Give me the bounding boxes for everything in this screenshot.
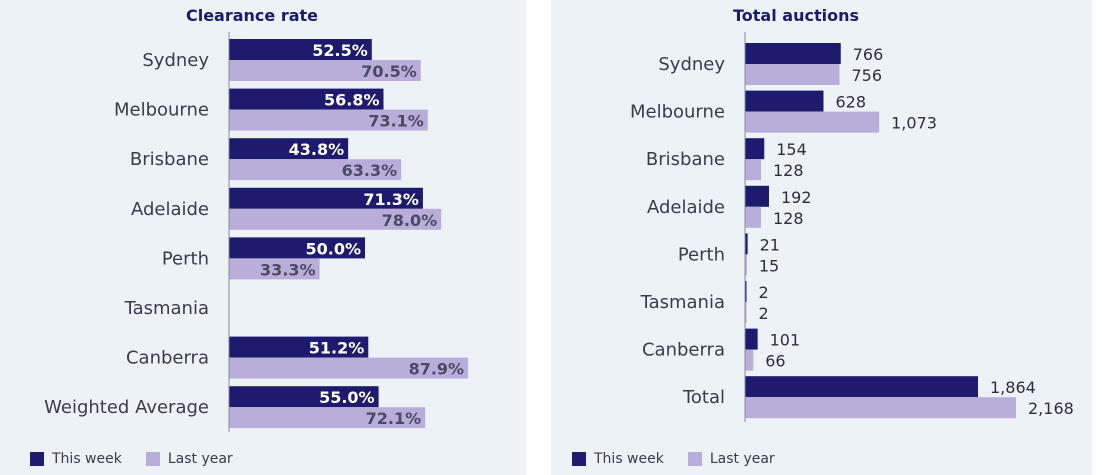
data-label-this-week-adelaide: 192	[781, 188, 812, 207]
bar-last-year-perth	[229, 258, 320, 280]
data-label-last-year-perth: 15	[759, 256, 779, 275]
bar-this-week-brisbane	[229, 138, 349, 160]
bar-this-week-perth	[229, 237, 365, 259]
bar-this-week-sydney	[745, 43, 841, 64]
data-label-last-year-canberra: 66	[765, 352, 785, 371]
data-label-last-year-adelaide: 128	[773, 209, 804, 228]
category-label-canberra: Canberra	[126, 348, 209, 369]
bar-last-year-adelaide	[745, 206, 761, 228]
bar-last-year-perth	[745, 254, 747, 276]
category-label-tasmania: Tasmania	[124, 298, 209, 319]
total-auctions-chart: Total auctions Sydney 766 756 Melbourne 628 1,…	[630, 6, 1074, 422]
data-label-last-year-weighted-average: 72.1%	[366, 409, 422, 428]
bar-last-year-brisbane	[745, 159, 761, 181]
data-label-this-week-weighted-average: 55.0%	[319, 388, 375, 407]
data-label-last-year-sydney: 70.5%	[361, 62, 417, 81]
bar-last-year-sydney	[229, 60, 421, 81]
category-label-total: Total	[682, 387, 725, 408]
data-label-this-week-canberra: 51.2%	[309, 339, 365, 358]
bar-last-year-sydney	[745, 64, 840, 85]
legend-swatch-last-year	[145, 452, 160, 466]
category-label-adelaide: Adelaide	[647, 197, 725, 218]
data-label-last-year-total: 2,168	[1028, 399, 1074, 418]
data-label-this-week-melbourne: 628	[836, 93, 867, 112]
bar-last-year-brisbane	[229, 159, 402, 181]
category-label-melbourne: Melbourne	[114, 100, 209, 121]
category-label-canberra: Canberra	[642, 340, 725, 361]
bar-this-week-brisbane	[745, 138, 765, 160]
bar-last-year-canberra	[229, 357, 469, 379]
bar-this-week-canberra	[229, 336, 369, 358]
data-label-last-year-tasmania: 2	[759, 304, 769, 323]
data-label-this-week-sydney: 766	[853, 45, 884, 64]
legend-swatch-last-year	[687, 452, 702, 466]
bar-last-year-melbourne	[745, 111, 880, 133]
bar-last-year-total	[745, 397, 1016, 419]
data-label-this-week-sydney: 52.5%	[312, 41, 368, 60]
bar-this-week-perth	[745, 233, 748, 255]
data-label-last-year-sydney: 756	[852, 66, 883, 85]
clearance-legend: This week Last year	[30, 451, 257, 467]
legend-item-this-week: This week	[30, 451, 122, 467]
category-label-adelaide: Adelaide	[131, 199, 209, 220]
data-label-last-year-perth: 33.3%	[260, 260, 316, 279]
category-label-brisbane: Brisbane	[130, 149, 209, 170]
data-label-this-week-brisbane: 154	[776, 140, 807, 159]
bar-last-year-adelaide	[229, 208, 442, 230]
bar-last-year-melbourne	[229, 109, 428, 131]
bar-this-week-canberra	[745, 328, 758, 350]
clearance-rate-panel: Clearance rate Sydney 52.5% 70.5% Melbourne 5…	[0, 0, 526, 475]
category-label-perth: Perth	[162, 248, 209, 269]
legend-item-last-year: Last year	[687, 451, 775, 467]
data-label-last-year-canberra: 87.9%	[409, 360, 465, 379]
bar-this-week-adelaide	[229, 187, 423, 209]
legend-label-this-week: This week	[52, 451, 122, 467]
category-label-melbourne: Melbourne	[630, 102, 725, 123]
category-label-weighted-average: Weighted Average	[44, 397, 209, 418]
data-label-last-year-melbourne: 73.1%	[368, 112, 424, 131]
data-label-this-week-perth: 21	[760, 235, 780, 254]
data-label-last-year-brisbane: 63.3%	[342, 161, 398, 180]
category-label-brisbane: Brisbane	[646, 149, 725, 170]
data-label-this-week-perth: 50.0%	[305, 239, 361, 258]
category-label-sydney: Sydney	[658, 54, 725, 75]
chart-title: Clearance rate	[186, 6, 318, 25]
data-label-this-week-total: 1,864	[990, 378, 1036, 397]
bar-this-week-adelaide	[745, 185, 769, 207]
data-label-last-year-adelaide: 78.0%	[382, 211, 438, 230]
data-label-last-year-melbourne: 1,073	[891, 114, 937, 133]
auctions-legend: This week Last year	[572, 451, 799, 467]
bar-this-week-melbourne	[229, 88, 384, 110]
total-auctions-panel: Total auctions Sydney 766 756 Melbourne 628 1,…	[551, 0, 1092, 475]
bar-last-year-canberra	[745, 349, 754, 371]
bar-this-week-melbourne	[745, 90, 824, 112]
legend-label-this-week: This week	[594, 451, 664, 467]
legend-item-last-year: Last year	[145, 451, 233, 467]
clearance-rate-chart: Clearance rate Sydney 52.5% 70.5% Melbourne 5…	[44, 6, 469, 432]
category-label-tasmania: Tasmania	[640, 292, 725, 313]
legend-item-this-week: This week	[572, 451, 664, 467]
bar-this-week-sydney	[229, 39, 372, 60]
data-label-this-week-melbourne: 56.8%	[324, 91, 380, 110]
data-label-this-week-adelaide: 71.3%	[363, 190, 419, 209]
category-label-perth: Perth	[678, 244, 725, 265]
bar-last-year-weighted-average	[229, 407, 426, 429]
legend-swatch-this-week	[572, 452, 586, 466]
data-label-this-week-canberra: 101	[770, 331, 801, 350]
legend-swatch-this-week	[30, 452, 44, 466]
category-label-sydney: Sydney	[142, 50, 209, 71]
bar-this-week-weighted-average	[229, 386, 379, 408]
data-label-last-year-brisbane: 128	[773, 161, 804, 180]
data-label-this-week-brisbane: 43.8%	[289, 140, 345, 159]
legend-label-last-year: Last year	[709, 451, 775, 467]
bar-this-week-total	[745, 376, 978, 398]
bar-last-year-tasmania	[745, 302, 747, 323]
bar-this-week-tasmania	[745, 281, 747, 302]
chart-title: Total auctions	[733, 6, 859, 25]
data-label-this-week-tasmania: 2	[759, 283, 769, 302]
legend-label-last-year: Last year	[167, 451, 233, 467]
